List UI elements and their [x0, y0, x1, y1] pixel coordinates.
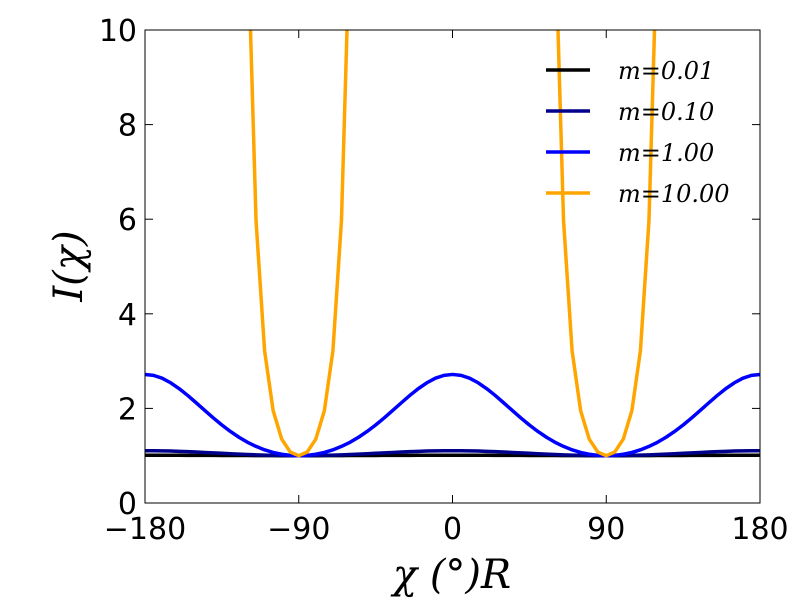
- legend-label: m=0.10: [618, 98, 714, 126]
- x-tick-label: −90: [267, 512, 330, 547]
- x-tick-label: −180: [104, 512, 186, 547]
- y-axis-label: I(χ): [46, 230, 92, 302]
- x-tick-label: 180: [731, 512, 788, 547]
- y-tick-label: 4: [118, 298, 137, 333]
- plot-lines: [145, 0, 760, 456]
- y-tick-label: 0: [118, 487, 137, 522]
- legend-label: m=1.00: [618, 139, 714, 167]
- legend-label: m=10.00: [618, 180, 730, 208]
- y-tick-label: 2: [118, 392, 137, 427]
- x-tick-label: 90: [587, 512, 625, 547]
- x-axis-label: χ (°)R: [390, 552, 511, 598]
- y-tick-label: 6: [118, 203, 137, 238]
- series-line: [145, 372, 760, 458]
- y-tick-label: 10: [99, 14, 137, 49]
- y-tick-label: 8: [118, 109, 137, 144]
- x-tick-label: 0: [443, 512, 462, 547]
- series-line: [145, 448, 760, 458]
- legend-label: m=0.01: [618, 57, 714, 85]
